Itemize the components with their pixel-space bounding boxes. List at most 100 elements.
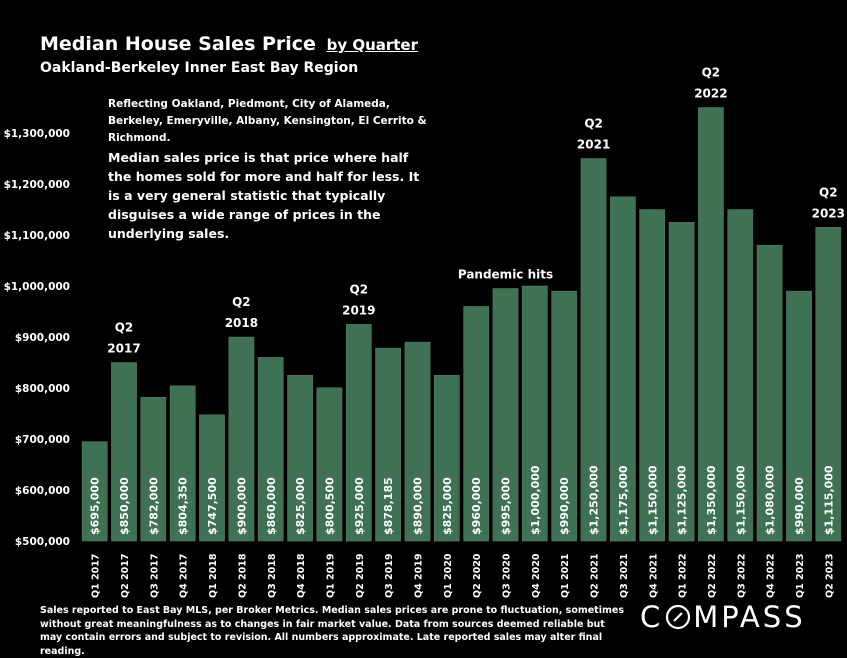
x-tick-label: Q2 2019: [355, 554, 366, 598]
bar: [756, 244, 783, 542]
x-tick-label: Q4 2020: [531, 553, 542, 598]
compass-o-mark: [663, 600, 693, 634]
bar-value-label: $1,150,000: [734, 465, 747, 535]
bar-value-label: $747,500: [206, 477, 219, 535]
bar: [316, 387, 343, 542]
x-tick-label: Q1 2017: [91, 554, 102, 598]
bar: [228, 336, 255, 542]
x-tick-label: Q2 2020: [472, 553, 483, 598]
bar: [639, 209, 666, 542]
bar: [111, 362, 137, 542]
x-tick-label: Q3 2022: [736, 554, 747, 598]
bar-value-label: $825,000: [294, 477, 307, 535]
bar-annotation: Q2: [232, 295, 251, 309]
x-tick-label: Q2 2023: [824, 554, 835, 598]
x-tick-label: Q3 2019: [384, 554, 395, 598]
x-tick-label: Q1 2021: [560, 554, 571, 598]
chart-title: Median House Sales Price by Quarter: [40, 33, 418, 55]
bar: [404, 341, 431, 542]
x-tick-label: Q1 2019: [325, 554, 336, 598]
bar-value-label: $990,000: [558, 477, 571, 535]
bar-value-label: $990,000: [793, 477, 806, 535]
bar-value-label: $900,000: [235, 477, 248, 535]
bar-value-label: $825,000: [441, 477, 454, 535]
x-tick-label: Q1 2022: [678, 554, 689, 598]
bar-value-label: $1,175,000: [617, 465, 630, 535]
bar-value-label: $925,000: [353, 477, 366, 535]
bar: [580, 158, 607, 542]
x-tick-label: Q3 2020: [502, 553, 513, 598]
y-tick-label: $1,300,000: [4, 128, 70, 140]
bar-annotation: 2023: [812, 206, 845, 220]
bar-value-label: $1,125,000: [676, 465, 689, 535]
bar: [610, 196, 636, 542]
title-text: Median House Sales Price: [40, 33, 316, 55]
x-tick-label: Q3 2017: [149, 554, 160, 598]
bar: [551, 290, 578, 542]
x-tick-label: Q1 2020: [443, 553, 454, 598]
chart-subtitle: Oakland-Berkeley Inner East Bay Region: [40, 60, 359, 76]
x-tick-label: Q2 2017: [120, 554, 131, 598]
bar-value-label: $804,350: [177, 477, 190, 535]
bar: [169, 385, 196, 542]
bar-value-label: $1,250,000: [588, 465, 601, 535]
bar-annotation: Q2: [350, 282, 369, 296]
compass-logo: C MPASS: [640, 600, 806, 634]
x-tick-label: Q4 2021: [648, 554, 659, 598]
bar: [492, 288, 519, 542]
bar-value-label: $960,000: [470, 477, 483, 535]
bar-annotation: 2019: [342, 303, 375, 317]
bar-annotation: 2021: [577, 138, 610, 152]
bar-value-label: $878,185: [382, 477, 395, 535]
bar-annotation: Q2: [115, 321, 134, 335]
bar: [698, 107, 724, 542]
definition-note: Median sales price is that price where h…: [108, 150, 420, 241]
bar: [257, 357, 284, 542]
bar-value-label: $782,000: [147, 477, 160, 535]
x-tick-label: Q2 2018: [237, 553, 248, 598]
region-note: Reflecting Oakland, Piedmont, City of Al…: [108, 98, 427, 144]
bar: [287, 375, 313, 542]
bar-annotation: 2022: [694, 87, 727, 101]
bar-value-label: $1,150,000: [646, 465, 659, 535]
x-tick-label: Q4 2017: [179, 554, 190, 598]
y-tick-label: $700,000: [15, 434, 70, 446]
bar-annotation: 2018: [225, 316, 258, 330]
y-tick-label: $1,200,000: [4, 179, 70, 191]
bar-value-label: $890,000: [412, 477, 425, 535]
y-tick-label: $1,000,000: [4, 281, 70, 293]
y-tick-label: $900,000: [15, 332, 70, 344]
bar: [521, 285, 548, 542]
x-tick-label: Q1 2023: [795, 554, 806, 598]
bar: [786, 290, 812, 542]
bar-annotation: Q2: [819, 185, 838, 199]
x-tick-label: Q4 2019: [414, 554, 425, 598]
bar-value-label: $860,000: [265, 477, 278, 535]
x-tick-label: Q2 2022: [707, 554, 718, 598]
bar-value-label: $995,000: [500, 477, 513, 535]
bar: [375, 347, 401, 542]
x-tick-label: Q1 2018: [208, 553, 219, 598]
bar: [199, 414, 225, 542]
bar-value-label: $850,000: [118, 477, 131, 535]
x-tick-label: Q4 2018: [296, 553, 307, 598]
bar-annotation: Q2: [702, 66, 721, 80]
bar: [433, 375, 460, 542]
y-tick-label: $800,000: [15, 383, 70, 395]
x-tick-label: Q4 2022: [766, 554, 777, 598]
bar: [727, 209, 754, 542]
footnote: Sales reported to East Bay MLS, per Brok…: [40, 605, 624, 657]
bar: [815, 227, 842, 542]
bar: [345, 324, 372, 542]
bar-value-label: $1,000,000: [529, 465, 542, 535]
y-tick-label: $500,000: [15, 536, 70, 548]
bar-annotation: Pandemic hits: [458, 268, 553, 282]
bar: [140, 396, 167, 542]
bar: [463, 306, 490, 542]
x-tick-label: Q3 2018: [267, 553, 278, 598]
title-suffix: by Quarter: [326, 36, 419, 54]
bar-value-label: $800,500: [323, 477, 336, 535]
x-tick-label: Q2 2021: [590, 554, 601, 598]
bar-value-label: $1,080,000: [764, 465, 777, 535]
